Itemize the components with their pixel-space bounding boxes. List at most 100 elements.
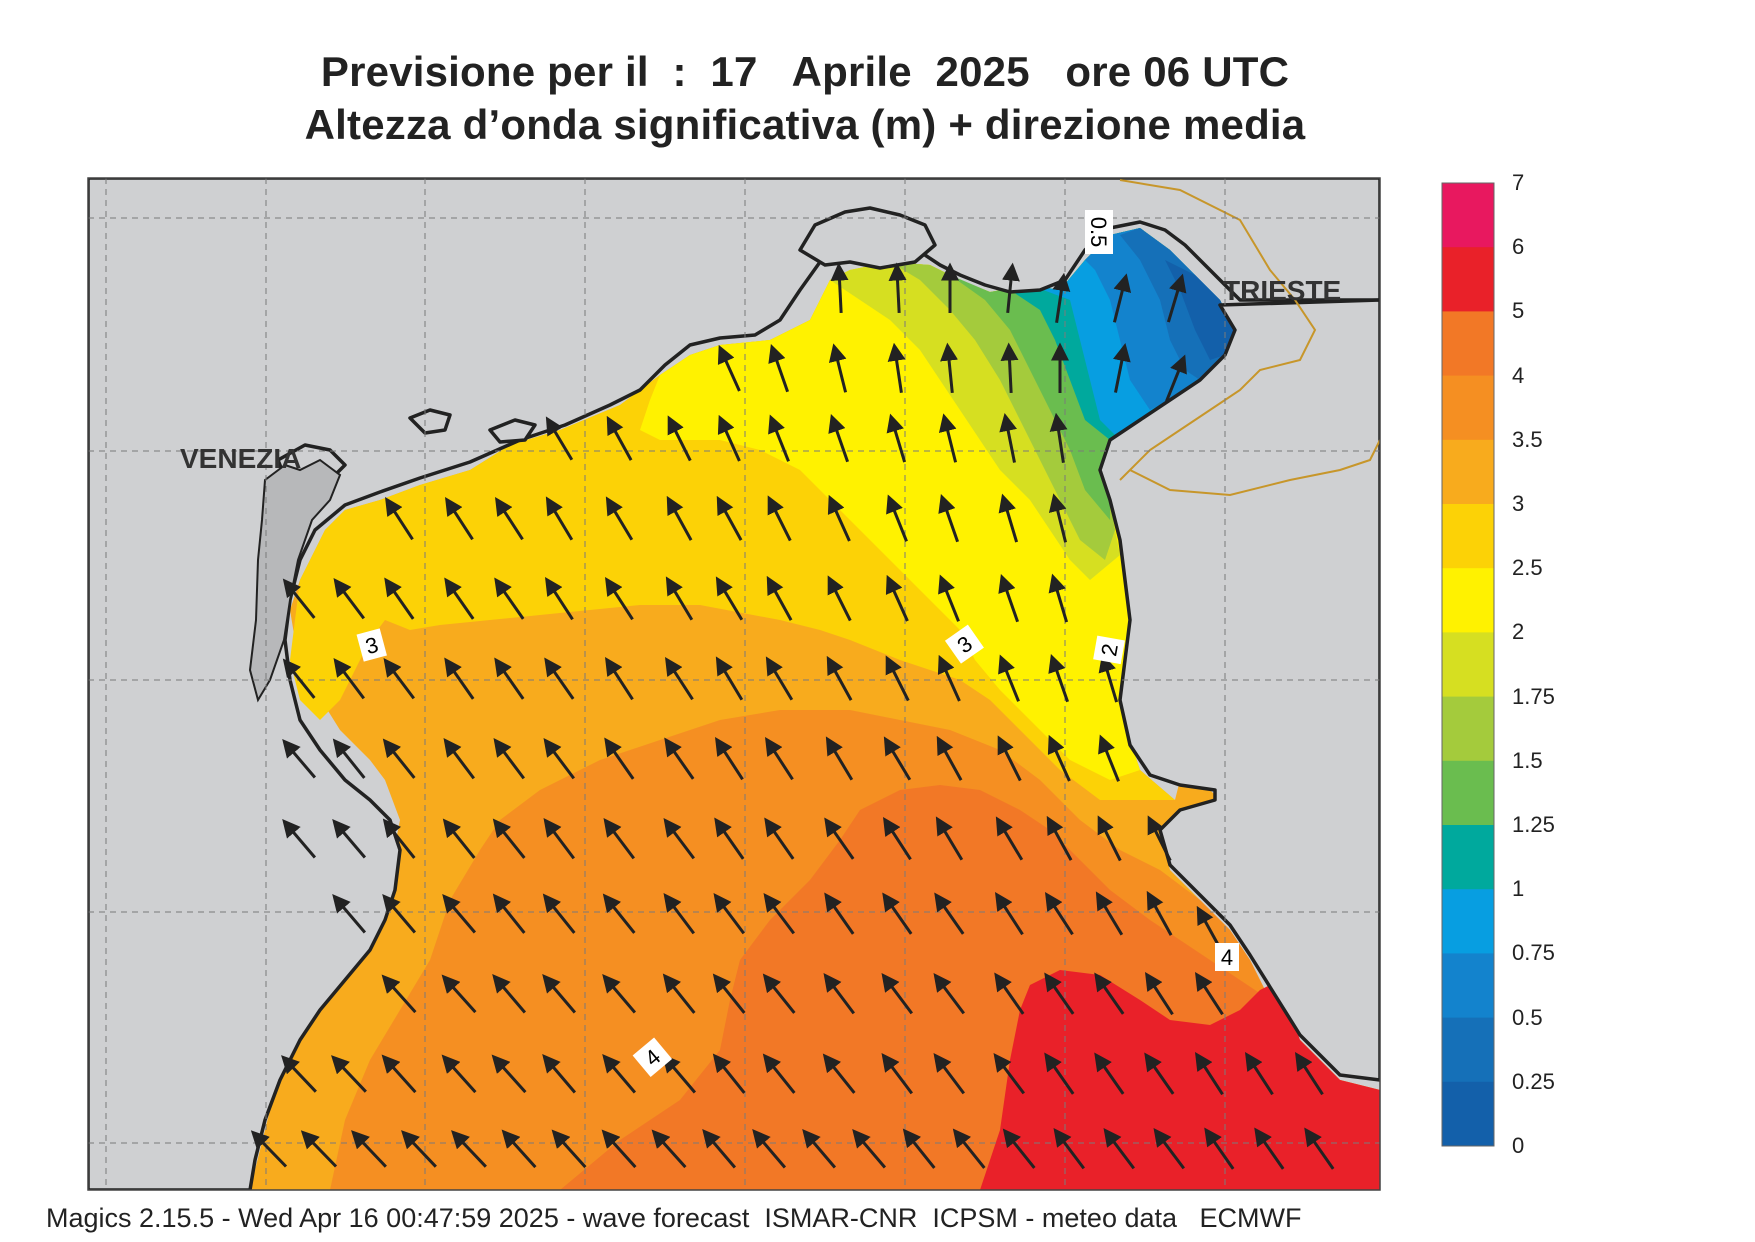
direction-arrow — [716, 495, 743, 541]
direction-arrow — [442, 818, 476, 859]
direction-arrow — [827, 575, 852, 622]
direction-arrow — [998, 574, 1020, 623]
direction-arrow — [665, 576, 694, 621]
direction-arrow — [664, 737, 695, 780]
direction-arrow — [1044, 1052, 1075, 1095]
direction-arrow — [384, 577, 415, 620]
direction-arrow — [712, 1053, 746, 1094]
direction-arrow — [882, 892, 913, 935]
direction-arrow — [492, 974, 527, 1014]
direction-arrow — [902, 1128, 936, 1169]
direction-arrow — [382, 894, 417, 934]
legend-tick-label: 3.5 — [1512, 426, 1543, 452]
direction-arrow — [938, 494, 960, 543]
direction-arrow — [852, 1129, 887, 1169]
legend-tick-label: 2 — [1512, 619, 1525, 645]
direction-arrow — [494, 657, 525, 700]
direction-arrow — [713, 892, 745, 935]
border-line — [1129, 439, 1380, 497]
direction-arrow — [997, 735, 1022, 782]
map-frame — [87, 177, 1381, 1191]
direction-arrow — [828, 414, 850, 463]
direction-arrow — [762, 973, 796, 1014]
direction-arrow — [938, 413, 958, 463]
direction-arrow — [1166, 273, 1187, 323]
direction-arrow — [717, 414, 741, 462]
direction-arrow — [1045, 891, 1074, 936]
direction-arrow — [938, 574, 960, 622]
direction-arrow — [494, 577, 525, 620]
direction-arrow — [1094, 1052, 1125, 1095]
direction-arrow — [763, 892, 795, 935]
direction-arrow — [714, 817, 745, 860]
legend-swatch — [1442, 311, 1494, 377]
direction-arrow — [543, 737, 575, 780]
direction-arrow — [1153, 1127, 1186, 1170]
forecast-title: Previsione per il : 17 Aprile 2025 ore 0… — [320, 48, 1290, 95]
direction-arrow — [445, 496, 474, 541]
direction-arrow — [551, 1129, 587, 1169]
direction-arrow — [381, 1054, 417, 1094]
legend-swatch — [1442, 375, 1494, 441]
direction-arrow — [940, 342, 959, 394]
contour-labels: 3 3 2 4 4 0.5 — [356, 210, 1239, 1077]
direction-arrow — [543, 817, 575, 860]
legend-swatch — [1442, 632, 1494, 698]
direction-arrow — [333, 657, 365, 700]
legend-tick-label: 0.5 — [1512, 1004, 1543, 1030]
direction-arrow — [825, 736, 854, 781]
direction-arrow — [712, 973, 746, 1014]
direction-arrow — [441, 974, 477, 1014]
direction-arrow — [331, 1055, 367, 1093]
direction-arrow — [443, 737, 475, 780]
legend-tick-label: 0.75 — [1512, 940, 1555, 966]
wave-direction-arrows — [250, 262, 1335, 1170]
direction-arrow — [1245, 1051, 1274, 1096]
direction-arrow — [881, 1052, 913, 1095]
direction-arrow — [1001, 262, 1020, 314]
direction-arrow — [662, 973, 696, 1014]
direction-arrow — [332, 738, 366, 779]
place-label-trieste: TRIESTE — [1223, 275, 1341, 306]
direction-arrow — [666, 495, 693, 541]
direction-arrow — [441, 1054, 477, 1094]
direction-arrow — [604, 737, 635, 780]
footer-credits: Magics 2.15.5 - Wed Apr 16 00:47:59 2025… — [46, 1203, 1302, 1233]
direction-arrow — [715, 576, 744, 621]
direction-arrow — [602, 893, 636, 934]
direction-arrow — [1304, 1127, 1335, 1170]
direction-arrow — [662, 1054, 697, 1094]
direction-arrow — [994, 972, 1025, 1015]
direction-arrow — [1145, 971, 1174, 1016]
direction-arrow — [824, 817, 855, 860]
direction-arrow — [1046, 815, 1073, 861]
direction-arrow — [881, 972, 913, 1015]
direction-arrow — [545, 416, 574, 461]
direction-arrow — [885, 655, 910, 702]
direction-arrow — [282, 578, 316, 619]
legend-tick-label: 6 — [1512, 234, 1525, 260]
direction-arrow — [822, 1053, 856, 1094]
direction-arrow — [493, 737, 525, 780]
direction-arrow — [764, 817, 795, 860]
direction-arrow — [542, 974, 577, 1014]
direction-arrow — [491, 1054, 527, 1094]
legend-tick-label: 0 — [1512, 1133, 1525, 1158]
venice-lagoon — [248, 458, 342, 703]
legend-swatch — [1442, 760, 1494, 826]
legend-swatch — [1442, 504, 1494, 569]
direction-arrow — [824, 892, 855, 935]
place-label-venezia: VENEZIA — [180, 443, 301, 474]
direction-arrow — [282, 819, 317, 859]
direction-arrow — [1047, 734, 1071, 782]
direction-arrow — [1254, 1127, 1285, 1170]
direction-arrow — [1165, 354, 1187, 402]
direction-arrow — [952, 1128, 986, 1169]
direction-arrow — [1144, 1052, 1175, 1095]
direction-arrow — [827, 494, 851, 542]
direction-arrow — [1146, 890, 1173, 936]
legend-swatch — [1442, 183, 1494, 248]
legend-swatch — [1442, 439, 1494, 505]
legend-tick-label: 7 — [1512, 170, 1525, 195]
